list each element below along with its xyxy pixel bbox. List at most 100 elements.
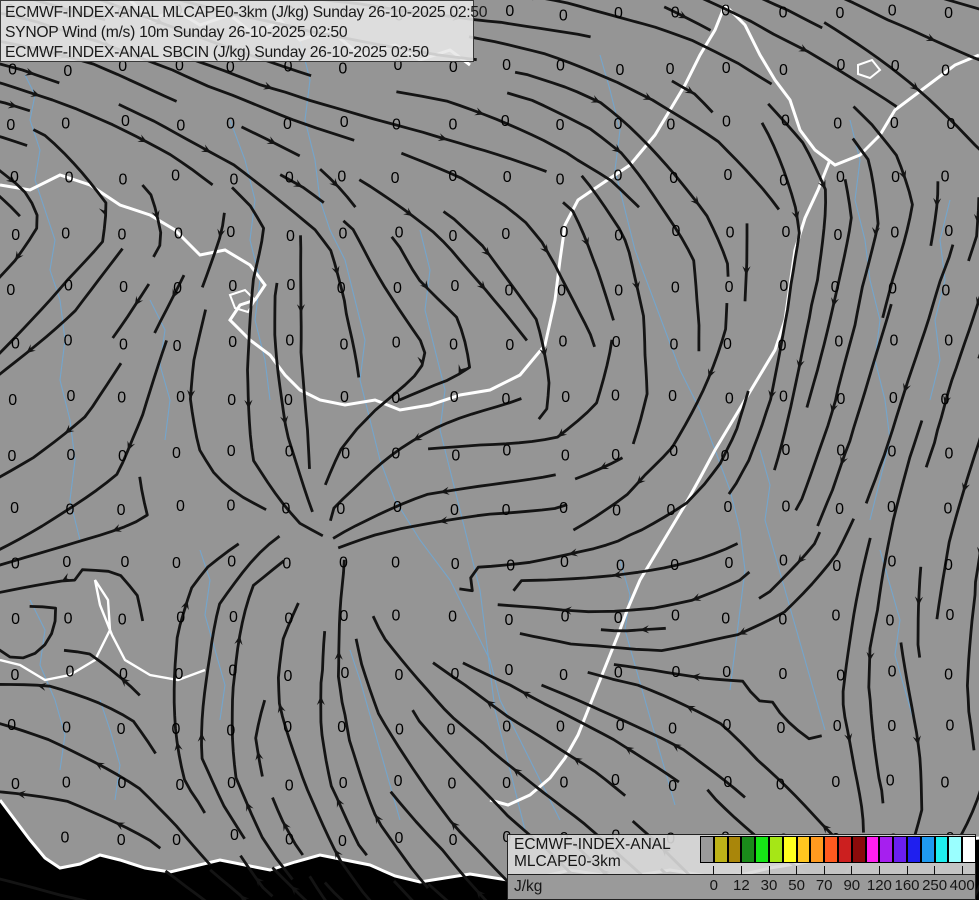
svg-text:0: 0 [11, 555, 20, 572]
svg-text:0: 0 [226, 224, 235, 241]
svg-text:0: 0 [391, 446, 400, 463]
svg-text:0: 0 [611, 447, 620, 464]
svg-text:0: 0 [614, 116, 623, 133]
svg-text:0: 0 [394, 830, 403, 847]
svg-text:0: 0 [721, 448, 730, 465]
svg-text:0: 0 [726, 224, 735, 241]
svg-text:0: 0 [117, 390, 126, 407]
svg-text:0: 0 [118, 227, 127, 244]
svg-text:0: 0 [11, 336, 20, 353]
svg-text:0: 0 [450, 389, 459, 406]
svg-text:0: 0 [171, 168, 180, 185]
svg-text:0: 0 [776, 720, 785, 737]
svg-text:0: 0 [836, 169, 845, 186]
svg-text:0: 0 [283, 719, 292, 736]
svg-text:0: 0 [282, 501, 291, 518]
svg-text:0: 0 [944, 333, 953, 350]
svg-text:0: 0 [558, 333, 567, 350]
svg-text:0: 0 [448, 168, 457, 185]
svg-text:0: 0 [119, 666, 128, 683]
svg-text:0: 0 [669, 170, 678, 187]
svg-text:0: 0 [561, 609, 570, 626]
svg-text:0: 0 [778, 338, 787, 355]
svg-text:0: 0 [505, 282, 514, 299]
svg-text:0: 0 [450, 502, 459, 519]
svg-text:0: 0 [341, 446, 350, 463]
svg-text:0: 0 [779, 553, 788, 570]
svg-text:0: 0 [176, 610, 185, 627]
svg-text:0: 0 [62, 554, 71, 571]
svg-text:0: 0 [391, 390, 400, 407]
svg-text:0: 0 [228, 334, 237, 351]
svg-text:0: 0 [776, 777, 785, 794]
svg-text:0: 0 [779, 666, 788, 683]
svg-text:0: 0 [227, 775, 236, 792]
svg-text:0: 0 [561, 389, 570, 406]
svg-text:0: 0 [559, 775, 568, 792]
svg-text:0: 0 [833, 116, 842, 133]
svg-text:0: 0 [616, 718, 625, 735]
svg-text:0: 0 [172, 832, 181, 849]
svg-text:0: 0 [7, 448, 16, 465]
svg-text:0: 0 [724, 167, 733, 184]
svg-text:0: 0 [447, 722, 456, 739]
svg-text:0: 0 [448, 117, 457, 134]
svg-text:0: 0 [832, 607, 841, 624]
svg-text:0: 0 [557, 283, 566, 300]
svg-text:0: 0 [228, 663, 237, 680]
svg-text:0: 0 [614, 282, 623, 299]
svg-text:0: 0 [448, 776, 457, 793]
svg-text:0: 0 [229, 609, 238, 626]
svg-text:0: 0 [779, 62, 788, 79]
svg-text:0: 0 [559, 224, 568, 241]
svg-text:0: 0 [890, 332, 899, 349]
svg-text:0: 0 [6, 282, 15, 299]
svg-text:0: 0 [506, 558, 515, 575]
svg-text:0: 0 [781, 224, 790, 241]
svg-text:0: 0 [395, 225, 404, 242]
svg-text:0: 0 [723, 336, 732, 353]
svg-text:0: 0 [176, 777, 185, 794]
svg-text:0: 0 [339, 226, 348, 243]
svg-text:0: 0 [611, 772, 620, 789]
svg-text:0: 0 [174, 226, 183, 243]
svg-text:0: 0 [449, 832, 458, 849]
svg-text:0: 0 [722, 717, 731, 734]
svg-text:0: 0 [502, 502, 511, 519]
svg-text:0: 0 [339, 608, 348, 625]
svg-text:0: 0 [672, 664, 681, 681]
svg-text:0: 0 [888, 663, 897, 680]
svg-text:0: 0 [671, 5, 680, 22]
svg-text:0: 0 [724, 555, 733, 572]
svg-text:0: 0 [559, 667, 568, 684]
svg-text:0: 0 [832, 558, 841, 575]
svg-text:0: 0 [65, 169, 74, 186]
svg-text:0: 0 [778, 611, 787, 628]
svg-text:0: 0 [119, 172, 128, 189]
svg-text:0: 0 [887, 553, 896, 570]
svg-text:0: 0 [670, 557, 679, 574]
svg-text:0: 0 [172, 555, 181, 572]
svg-text:0: 0 [62, 774, 71, 791]
svg-text:0: 0 [887, 718, 896, 735]
svg-text:0: 0 [393, 280, 402, 297]
svg-text:0: 0 [502, 57, 511, 74]
svg-text:0: 0 [338, 833, 347, 850]
svg-text:0: 0 [666, 116, 675, 133]
svg-text:0: 0 [173, 280, 182, 297]
svg-text:0: 0 [340, 389, 349, 406]
svg-text:0: 0 [501, 226, 510, 243]
svg-text:0: 0 [611, 388, 620, 405]
svg-text:0: 0 [556, 117, 565, 134]
svg-text:0: 0 [61, 116, 70, 133]
svg-text:0: 0 [502, 443, 511, 460]
svg-text:0: 0 [227, 443, 236, 460]
svg-text:0: 0 [66, 502, 75, 519]
svg-text:0: 0 [671, 608, 680, 625]
svg-text:0: 0 [834, 333, 843, 350]
svg-text:0: 0 [64, 610, 73, 627]
svg-text:0: 0 [666, 61, 675, 78]
svg-text:0: 0 [614, 5, 623, 22]
svg-text:0: 0 [286, 228, 295, 245]
svg-text:0: 0 [890, 225, 899, 242]
